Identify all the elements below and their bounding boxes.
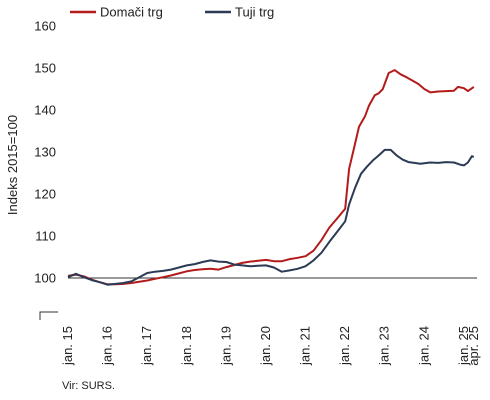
y-tick-label: 120 — [34, 187, 56, 202]
x-tick-label: jan. 25 — [456, 326, 471, 366]
x-tick-label: jan. 20 — [258, 326, 273, 366]
x-tick-label: jan. 19 — [218, 326, 233, 366]
y-tick-label: 150 — [34, 61, 56, 76]
y-tick-label: 110 — [35, 229, 56, 244]
legend-label: Domači trg — [100, 5, 163, 20]
legend-label: Tuji trg — [235, 5, 274, 20]
x-tick-label: jan. 16 — [100, 326, 115, 366]
x-axis-ticks: jan. 15 jan. 16 jan. 17 jan. 18 jan. 19 jan. … — [60, 326, 481, 366]
legend: Domači trg Tuji trg — [70, 5, 274, 20]
series-lines — [67, 69, 475, 286]
y-tick-label: 160 — [34, 19, 56, 34]
series-line-1 — [67, 69, 475, 286]
y-tick-label: 140 — [34, 103, 56, 118]
series-line-2 — [67, 148, 475, 286]
axis-break-mark — [39, 311, 58, 320]
x-tick-label: jan. 21 — [298, 326, 313, 366]
x-tick-label: jan. 22 — [337, 326, 352, 366]
x-tick-label: jan. 15 — [60, 326, 75, 366]
y-tick-label: 130 — [34, 145, 56, 160]
x-tick-label: jan. 18 — [179, 326, 194, 366]
y-tick-label: 100 — [34, 271, 56, 286]
x-tick-label: jan. 17 — [139, 326, 154, 366]
y-axis-label: Indeks 2015=100 — [5, 115, 20, 215]
x-tick-label: jan. 23 — [377, 326, 392, 366]
x-tick-label: apr. 25 — [466, 326, 481, 366]
y-axis-ticks: 100 110 120 130 140 150 160 — [34, 19, 56, 286]
source-note: Vir: SURS. — [62, 380, 115, 392]
x-tick-label: jan. 24 — [416, 326, 431, 366]
